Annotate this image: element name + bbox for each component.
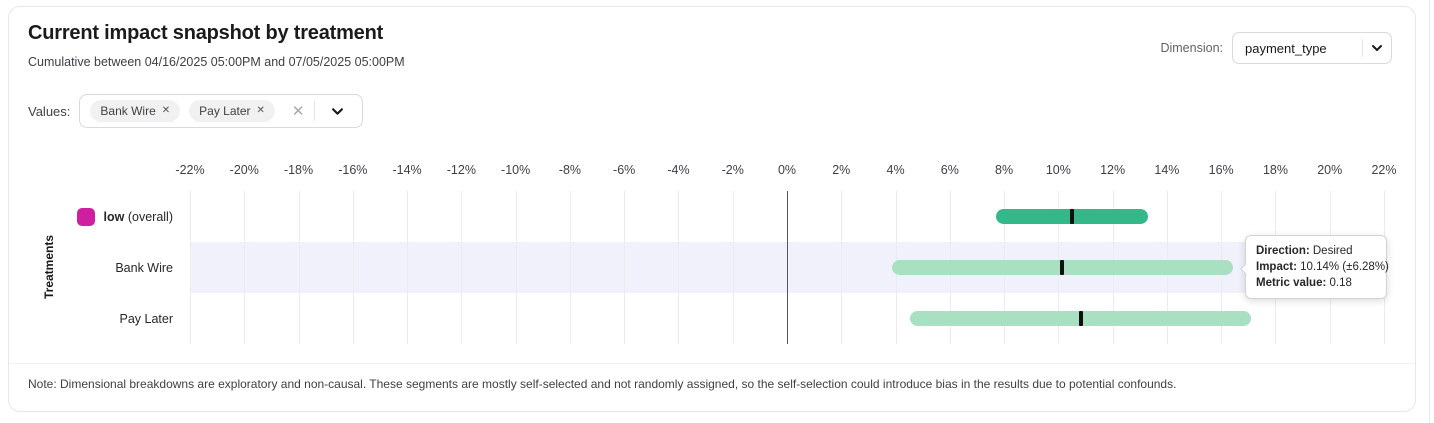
chip-remove-icon[interactable]: ✕ (256, 105, 265, 116)
dimension-label: Dimension: (1160, 41, 1223, 55)
gridline (841, 191, 843, 344)
gridline (569, 191, 571, 344)
impact-point-marker (1069, 209, 1074, 224)
impact-point-marker (1060, 260, 1065, 275)
row-label-text: Bank Wire (115, 260, 173, 275)
bar-tooltip: Direction: Desired Impact: 10.14% (±6.28… (1239, 235, 1389, 299)
x-tick-label: -10% (501, 163, 531, 177)
x-tick-label: 16% (1208, 163, 1234, 177)
x-tick-label: -6% (613, 163, 636, 177)
chevron-down-icon[interactable] (324, 105, 352, 118)
x-tick-label: -4% (667, 163, 690, 177)
values-filter: Values: Bank Wire ✕ Pay Later ✕ ✕ (28, 94, 363, 128)
zero-reference-line (786, 191, 788, 344)
row-label: low (overall) (28, 191, 173, 242)
gridline (407, 191, 409, 344)
gridline (244, 191, 246, 344)
x-tick-label: -18% (283, 163, 314, 177)
x-tick-label: -14% (392, 163, 422, 177)
page-title: Current impact snapshot by treatment (28, 22, 384, 44)
x-tick-label: 12% (1100, 163, 1126, 177)
values-multiselect[interactable]: Bank Wire ✕ Pay Later ✕ ✕ (79, 94, 363, 128)
x-tick-label: 20% (1317, 163, 1343, 177)
gridline (732, 191, 734, 344)
x-tick-label: 2% (832, 163, 851, 177)
gridline (461, 191, 463, 344)
value-chip-bank-wire[interactable]: Bank Wire ✕ (90, 100, 181, 122)
x-tick-label: -12% (446, 163, 476, 177)
gridline (298, 191, 300, 344)
x-tick-label: -2% (721, 163, 744, 177)
impact-point-marker (1078, 311, 1083, 326)
chip-label: Bank Wire (100, 104, 156, 118)
values-divider (313, 101, 315, 121)
x-tick-label: -16% (338, 163, 368, 177)
dimension-selected-value: payment_type (1245, 40, 1327, 56)
plot-area (190, 191, 1385, 344)
dimension-select[interactable]: payment_type (1232, 32, 1392, 64)
note-divider (9, 363, 1415, 364)
gridline (352, 191, 354, 344)
chip-label: Pay Later (199, 104, 251, 118)
x-tick-label: -22% (175, 163, 205, 177)
x-tick-label: 10% (1045, 163, 1071, 177)
y-axis-title: Treatments (42, 234, 56, 300)
gridline (515, 191, 517, 344)
x-tick-label: 8% (995, 163, 1014, 177)
chevron-down-icon (1363, 42, 1391, 54)
adjacent-card-edge (1429, 0, 1430, 423)
x-tick-label: 0% (777, 163, 797, 177)
x-tick-label: 4% (886, 163, 905, 177)
row-label: Bank Wire (28, 242, 173, 293)
tooltip-impact: Impact: 10.14% (±6.28%) (1256, 261, 1389, 273)
row-label-text: low (overall) (103, 209, 173, 224)
date-range-subtitle: Cumulative between 04/16/2025 05:00PM an… (28, 55, 405, 69)
gridline (624, 191, 626, 344)
impact-snapshot-card: Current impact snapshot by treatment Cum… (8, 6, 1416, 412)
x-tick-label: -20% (229, 163, 259, 177)
row-label: Pay Later (28, 293, 173, 344)
x-tick-label: 6% (940, 163, 959, 177)
tooltip-metric-value: Metric value: 0.18 (1256, 277, 1352, 289)
x-axis: -22% -20% -18% -16% -14% -12% -10% -8% -6% -4% -2%… (175, 163, 1396, 179)
x-tick-label: 14% (1154, 163, 1180, 177)
tooltip-direction: Direction: Desired (1256, 245, 1353, 257)
select-divider (1362, 39, 1363, 57)
gridline (190, 191, 191, 344)
dimension-control: Dimension: payment_type (1160, 32, 1392, 64)
legend-color-swatch (76, 207, 95, 226)
chip-remove-icon[interactable]: ✕ (161, 105, 171, 116)
values-label: Values: (28, 103, 71, 119)
row-label-text: Pay Later (119, 311, 173, 326)
x-tick-label: 18% (1262, 163, 1288, 177)
x-tick-label: -8% (558, 163, 582, 177)
x-tick-label: 22% (1371, 163, 1397, 177)
value-chip-pay-later[interactable]: Pay Later ✕ (189, 100, 275, 122)
clear-all-icon[interactable]: ✕ (291, 102, 305, 120)
gridline (678, 191, 680, 344)
footnote: Note: Dimensional breakdowns are explora… (28, 377, 1177, 391)
y-axis-category-labels: low (overall) Bank Wire Pay Later (28, 191, 173, 344)
